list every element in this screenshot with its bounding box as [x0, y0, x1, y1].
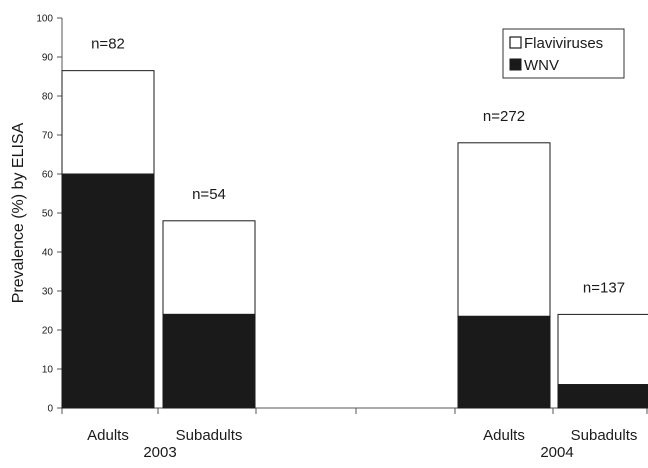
y-tick-label: 100 — [36, 14, 53, 25]
x-group-year-label: 2003 — [143, 444, 176, 461]
y-tick-label: 30 — [42, 287, 54, 298]
bar-wnv — [457, 315, 551, 409]
bar-flaviviruses — [162, 220, 256, 315]
axes: 0 10 20 30 40 50 60 70 80 90 100 — [36, 14, 648, 415]
legend: Flaviviruses WNV — [502, 28, 625, 79]
bar-flaviviruses — [457, 142, 551, 317]
bar-wnv — [61, 173, 155, 409]
legend-label-wnv: WNV — [524, 57, 559, 74]
x-category-label: Subadults — [571, 427, 638, 444]
bar-n-label: n=272 — [483, 108, 525, 125]
y-tick-label: 60 — [42, 170, 54, 181]
legend-swatch-wnv — [509, 58, 522, 71]
y-axis-label: Prevalence (%) by ELISA — [10, 122, 27, 303]
legend-box — [502, 28, 625, 79]
bar-n-label: n=137 — [583, 279, 625, 296]
y-tick-label: 80 — [42, 92, 54, 103]
bar-wnv — [557, 384, 648, 409]
x-group-year-label: 2004 — [540, 444, 573, 461]
bar-n-label: n=54 — [192, 186, 226, 203]
legend-swatch-flaviviruses — [509, 36, 522, 49]
y-tick-label: 10 — [42, 365, 54, 376]
bar-wnv — [162, 313, 256, 409]
y-tick-label: 70 — [42, 131, 54, 142]
bars — [61, 70, 648, 409]
bar-n-label: n=82 — [91, 36, 125, 53]
y-tick-label: 40 — [42, 248, 54, 259]
legend-label-flaviviruses: Flaviviruses — [524, 35, 603, 52]
bar-flaviviruses — [61, 70, 155, 175]
y-tick-label: 90 — [42, 53, 54, 64]
bar-flaviviruses — [557, 313, 648, 386]
y-tick-label: 0 — [47, 404, 53, 415]
x-category-label: Adults — [87, 427, 129, 444]
y-tick-label: 50 — [42, 209, 54, 220]
y-tick-label: 20 — [42, 326, 54, 337]
x-category-label: Adults — [483, 427, 525, 444]
labels: Prevalence (%) by ELISA n=82 Adults n=54 Sub… — [10, 36, 637, 461]
x-category-label: Subadults — [176, 427, 243, 444]
